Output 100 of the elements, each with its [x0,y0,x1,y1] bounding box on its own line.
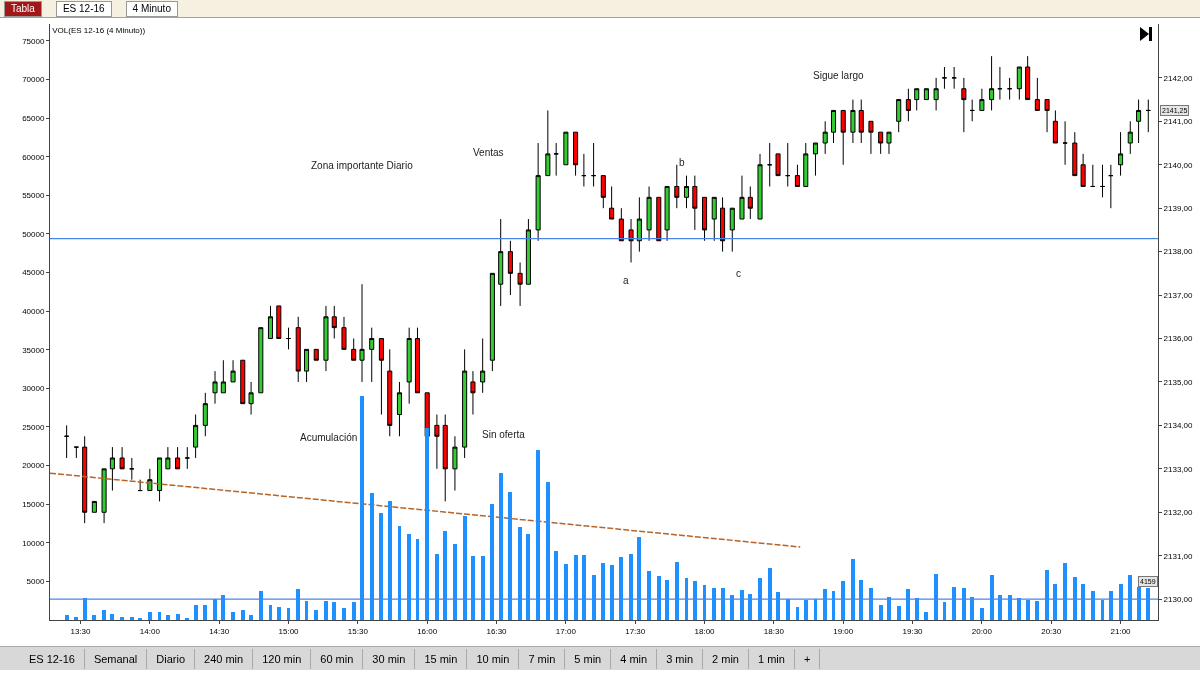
candlestick [414,327,421,394]
candlestick [767,142,773,187]
bar [369,493,374,620]
bar [740,589,744,620]
bar [637,536,642,620]
candlestick [452,435,458,492]
candlestick [295,316,301,383]
bar [1081,584,1086,620]
candlestick [739,175,745,220]
text: Tabla [4,0,42,17]
candlestick [220,359,226,394]
bar [1146,587,1151,620]
candlestick [240,359,246,405]
candlestick [905,88,911,122]
bar [785,599,790,620]
candlestick [850,99,856,144]
bar [952,586,957,620]
bar [573,555,578,620]
candlestick [683,175,690,209]
candlestick [129,457,135,481]
bar [674,562,679,620]
candlestick [1136,99,1142,144]
bar [970,596,975,620]
y-tick-label: 2130,00 [1163,594,1194,604]
candlestick [165,446,171,470]
x-tick-label: 18:30 [763,626,785,636]
candlestick [267,305,274,340]
bar [249,614,254,620]
bar [324,600,328,620]
bar [878,605,883,620]
bar [74,616,79,620]
bar [1045,569,1049,620]
candlestick [489,272,495,372]
candlestick [64,424,70,459]
candlestick [202,392,208,437]
candlestick [674,164,680,209]
bar [1035,601,1040,620]
bar [443,531,448,620]
y2-tick-label: 40000 [22,306,45,316]
y-tick-label: 2136,00 [1163,334,1194,344]
text: Semanal [84,648,148,669]
annotation: a [623,275,629,286]
candlestick [507,240,513,296]
bar [518,526,523,620]
bar [841,581,846,620]
y2-tick-label: 15000 [22,500,45,509]
bar [1090,591,1095,620]
bar [730,594,735,620]
bar [490,504,495,620]
candlestick [369,327,375,383]
y2-tick-label: 35000 [22,345,45,355]
bar [147,611,152,620]
y2-tick-label: 10000 [22,538,45,548]
bar [351,602,356,620]
y-tick-label: 2133,00 [1163,464,1194,474]
y-tick-label: 2132,00 [1163,508,1194,518]
annotation: Sin oferta [482,429,526,440]
bar [1136,586,1141,620]
bar [258,590,263,620]
candlestick [702,196,708,242]
x-tick-label: 19:00 [833,626,854,636]
bar [296,589,301,620]
bar [823,589,828,620]
y-tick-label: 2141,00 [1163,117,1194,127]
bar [748,593,753,620]
candlestick [1025,55,1031,101]
y2-tick-label: 25000 [22,422,45,432]
candlestick [858,99,864,144]
candlestick [304,348,310,383]
candlestick [517,261,523,307]
annotation: b [679,157,685,168]
bar [563,563,568,620]
text: 5 min [565,648,612,669]
candlestick [914,88,920,111]
bar [120,616,125,620]
bar [314,609,319,620]
text: Diario [147,648,196,669]
bar [554,550,559,620]
bar [407,534,412,620]
candlestick [248,381,254,416]
candlestick [378,338,384,416]
bar [934,574,939,620]
bar [1118,583,1123,620]
candlestick [1090,164,1096,187]
annotation: c [736,268,741,279]
bar [240,609,245,620]
candlestick [545,109,551,177]
bar [175,613,180,620]
bar [665,579,670,620]
candlestick [462,348,468,459]
bar [129,616,134,620]
text: 4 min [611,648,658,669]
candlestick [1127,120,1133,155]
text: ES 12-16 [55,0,112,17]
x-tick-label: 13:30 [70,626,92,636]
candlestick [184,446,190,470]
bar [609,565,614,620]
candlestick [480,338,486,394]
candlestick [812,142,819,177]
chart-title: VOL(ES 12-16 (4 Minuto)) [52,25,146,35]
